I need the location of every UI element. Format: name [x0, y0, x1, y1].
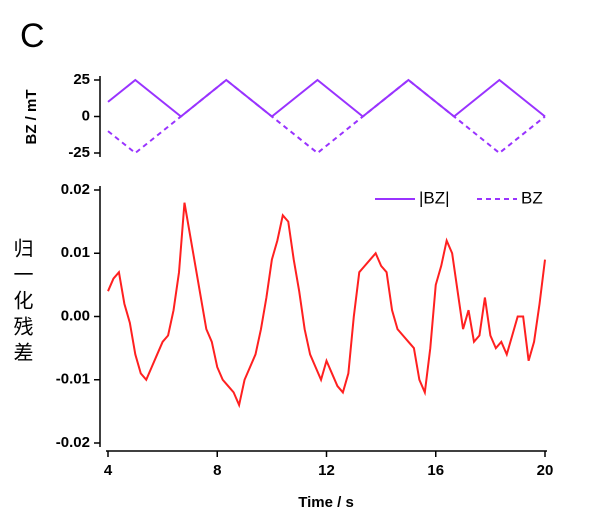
x-tick-label: 4 — [104, 462, 113, 479]
x-tick-label: 8 — [213, 462, 221, 479]
legend-label: BZ — [521, 188, 543, 207]
x-tick-label: 20 — [537, 462, 554, 479]
x-axis-label: Time / s — [298, 494, 354, 511]
y-axis-label: 归一化残差 — [10, 238, 34, 368]
y-tick-label: 0 — [82, 107, 90, 124]
series-line — [107, 78, 546, 155]
y-axis-label: BZ / mT — [23, 90, 40, 145]
y-tick-label: -0.01 — [56, 371, 90, 388]
y-tick-label: -0.02 — [56, 434, 90, 451]
y-tick-label: 0.01 — [61, 244, 90, 261]
y-tick-label: 25 — [73, 71, 90, 88]
x-tick-label: 12 — [318, 462, 335, 479]
y-tick-label: -25 — [68, 144, 90, 161]
legend-label: |BZ| — [419, 188, 450, 207]
y-tick-label: 0.00 — [61, 307, 90, 324]
series-line — [107, 202, 546, 409]
x-tick-label: 16 — [427, 462, 444, 479]
series-line — [107, 78, 546, 118]
panel-label: C — [20, 17, 45, 55]
y-tick-label: 0.02 — [61, 181, 90, 198]
